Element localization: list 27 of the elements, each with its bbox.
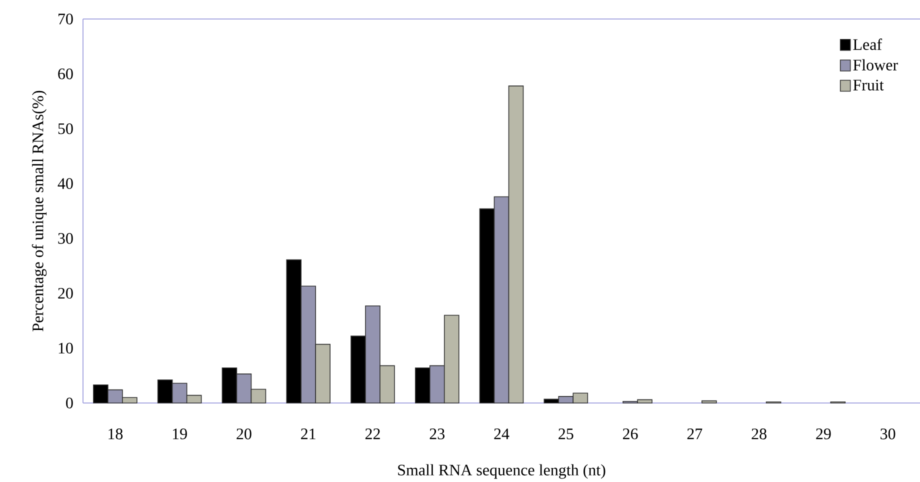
y-tick-label: 30 <box>58 233 73 244</box>
x-tick-label: 21 <box>301 428 316 440</box>
y-tick-label: 40 <box>58 178 73 189</box>
y-tick-label: 20 <box>58 288 73 299</box>
legend-label: Fruit <box>853 80 884 90</box>
x-tick-label: 23 <box>430 428 444 440</box>
y-tick-label: 10 <box>58 342 73 354</box>
y-tick-label: 70 <box>58 14 73 24</box>
y-tick-label: 60 <box>58 68 73 80</box>
x-tick-label: 18 <box>108 428 123 440</box>
x-tick-label: 30 <box>880 428 896 440</box>
x-tick-label: 20 <box>236 428 252 440</box>
legend-label: Flower <box>853 59 898 70</box>
legend-label: Leaf <box>853 38 882 50</box>
x-tick-label: 24 <box>494 428 510 440</box>
x-tick-label: 27 <box>687 428 702 440</box>
y-axis-title: Percentage of unique small RNAs(%) <box>32 90 47 332</box>
x-tick-label: 26 <box>622 428 638 440</box>
x-tick-label: 28 <box>752 428 766 440</box>
bar <box>702 400 717 404</box>
y-tick-label: 0 <box>66 398 73 408</box>
y-tick-label: 50 <box>58 123 73 134</box>
x-tick-label: 19 <box>172 428 187 440</box>
x-axis-title: Small RNA sequence length (nt) <box>398 464 606 479</box>
x-tick-label: 25 <box>558 428 574 440</box>
x-tick-label: 22 <box>365 428 380 440</box>
x-tick-label: 29 <box>816 428 831 440</box>
